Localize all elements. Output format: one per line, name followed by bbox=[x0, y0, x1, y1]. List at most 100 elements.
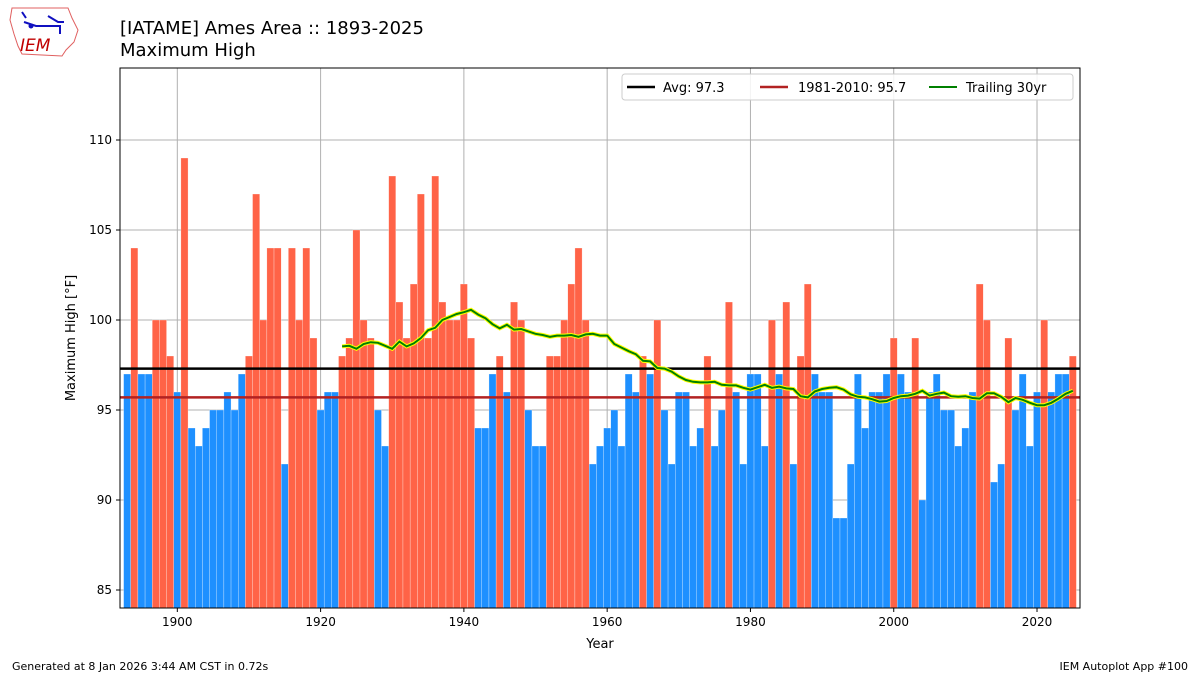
bar-1921 bbox=[323, 391, 332, 609]
bar-1969 bbox=[667, 463, 676, 609]
bar-1996 bbox=[861, 427, 869, 609]
bar-1954 bbox=[560, 319, 568, 609]
bar-1894 bbox=[130, 247, 139, 609]
bar-2019 bbox=[1026, 445, 1034, 609]
bar-1946 bbox=[503, 391, 511, 609]
bar-1973 bbox=[696, 427, 705, 609]
bar-1923 bbox=[338, 355, 346, 609]
bar-1979 bbox=[739, 463, 748, 609]
bar-1981 bbox=[753, 373, 762, 609]
bar-1983 bbox=[768, 319, 776, 609]
y-tick-label: 95 bbox=[97, 403, 112, 417]
bar-1955 bbox=[567, 283, 576, 609]
bar-1964 bbox=[632, 391, 640, 609]
y-tick-label: 105 bbox=[89, 223, 112, 237]
bar-1909 bbox=[238, 373, 246, 609]
bar-1958 bbox=[589, 463, 597, 609]
bar-1998 bbox=[875, 391, 884, 609]
bar-1976 bbox=[718, 409, 726, 609]
chart-title: [IATAME] Ames Area :: 1893-2025 bbox=[120, 18, 424, 39]
bar-2007 bbox=[940, 409, 948, 609]
bar-1915 bbox=[280, 463, 289, 609]
bar-1935 bbox=[424, 337, 432, 609]
y-tick-label: 100 bbox=[89, 313, 112, 327]
bar-2015 bbox=[997, 463, 1005, 609]
bar-1988 bbox=[803, 283, 812, 609]
bar-1897 bbox=[152, 319, 160, 609]
bar-1911 bbox=[252, 193, 260, 609]
y-tick-label: 110 bbox=[89, 133, 112, 147]
bar-1907 bbox=[223, 391, 232, 609]
bar-1944 bbox=[488, 373, 497, 609]
bar-2013 bbox=[983, 319, 991, 609]
bar-1920 bbox=[316, 409, 325, 609]
bar-2020 bbox=[1033, 391, 1041, 609]
bar-1963 bbox=[624, 373, 633, 609]
x-tick-label: 1940 bbox=[449, 615, 480, 629]
legend-climo: 1981-2010: 95.7 bbox=[798, 81, 906, 96]
bar-1990 bbox=[818, 391, 826, 609]
bar-1992 bbox=[832, 517, 841, 609]
bar-1914 bbox=[273, 247, 282, 609]
bar-1922 bbox=[331, 391, 339, 609]
bar-1905 bbox=[209, 409, 217, 609]
bar-1927 bbox=[366, 337, 375, 609]
bar-1970 bbox=[675, 391, 683, 609]
bar-1933 bbox=[409, 283, 418, 609]
bar-2004 bbox=[918, 499, 927, 609]
bar-1918 bbox=[302, 247, 311, 609]
bar-2022 bbox=[1047, 391, 1056, 609]
bar-1926 bbox=[359, 319, 368, 609]
bar-1904 bbox=[202, 427, 210, 609]
y-axis-label: Maximum High [°F] bbox=[64, 275, 79, 401]
bar-1934 bbox=[417, 193, 425, 609]
bar-1908 bbox=[230, 409, 239, 609]
bar-2010 bbox=[961, 427, 970, 609]
bar-1997 bbox=[868, 391, 877, 609]
x-axis-label: Year bbox=[585, 637, 614, 652]
bar-2014 bbox=[990, 481, 998, 609]
bar-1980 bbox=[746, 373, 755, 609]
bar-1989 bbox=[811, 373, 819, 609]
bar-1939 bbox=[452, 319, 461, 609]
bar-1960 bbox=[603, 427, 611, 609]
bar-1930 bbox=[388, 175, 397, 609]
bar-2018 bbox=[1018, 373, 1027, 609]
bar-1984 bbox=[775, 373, 783, 609]
bar-1968 bbox=[660, 409, 669, 609]
x-tick-label: 1920 bbox=[305, 615, 336, 629]
bar-1929 bbox=[381, 445, 389, 609]
x-tick-label: 1900 bbox=[162, 615, 193, 629]
bar-1975 bbox=[710, 445, 719, 609]
bar-2023 bbox=[1054, 373, 1063, 609]
bar-2000 bbox=[889, 337, 898, 609]
bar-2003 bbox=[911, 337, 920, 609]
bar-1900 bbox=[173, 391, 182, 609]
x-tick-label: 1960 bbox=[592, 615, 623, 629]
bar-1977 bbox=[725, 301, 733, 609]
bar-1945 bbox=[495, 355, 504, 609]
bar-1942 bbox=[474, 427, 482, 609]
plot-frame bbox=[119, 67, 1081, 609]
bar-1937 bbox=[438, 301, 447, 609]
legend-trailing: Trailing 30yr bbox=[965, 81, 1047, 96]
bar-1928 bbox=[374, 409, 382, 609]
bar-1999 bbox=[882, 373, 891, 609]
bar-1982 bbox=[760, 445, 769, 609]
bar-1966 bbox=[646, 373, 654, 609]
bar-1938 bbox=[445, 319, 454, 609]
bar-1899 bbox=[166, 355, 174, 609]
bar-1941 bbox=[467, 337, 475, 609]
bar-1902 bbox=[187, 427, 196, 609]
bar-1952 bbox=[546, 355, 554, 609]
bar-1985 bbox=[782, 301, 791, 609]
bar-1994 bbox=[846, 463, 855, 609]
bar-1971 bbox=[682, 391, 690, 609]
bar-1916 bbox=[288, 247, 296, 609]
bar-1965 bbox=[639, 355, 647, 609]
bar-1903 bbox=[195, 445, 203, 609]
bar-1951 bbox=[538, 445, 547, 609]
bar-1948 bbox=[517, 319, 525, 609]
bar-2002 bbox=[904, 391, 912, 609]
bar-1949 bbox=[524, 409, 533, 609]
